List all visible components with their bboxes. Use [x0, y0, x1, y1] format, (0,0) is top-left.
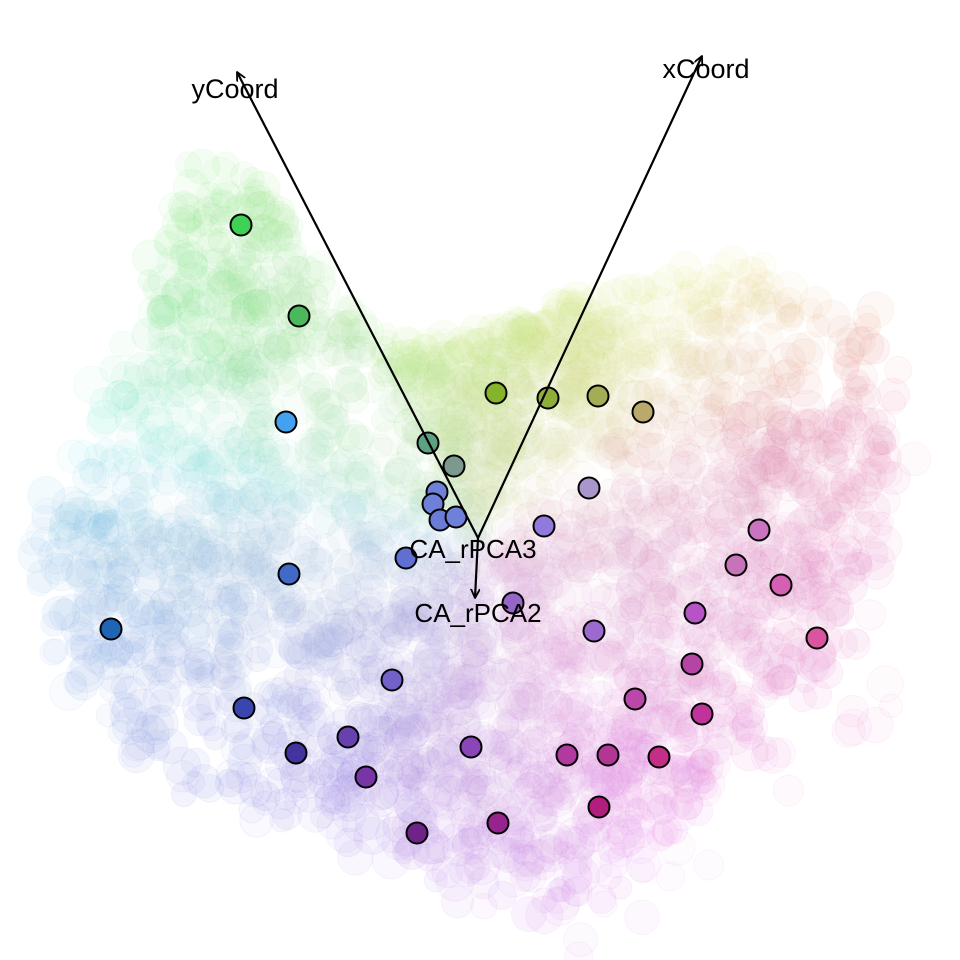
- data-point: [690, 702, 714, 726]
- loading-arrow-yCoord: [236, 72, 479, 539]
- data-point: [586, 384, 610, 408]
- data-point: [394, 546, 418, 570]
- loading-arrow-xCoord: [477, 56, 702, 539]
- data-point: [747, 518, 771, 542]
- axis-label-ca-rpca3: CA_rPCA3: [409, 534, 536, 564]
- data-point: [486, 811, 510, 835]
- data-point: [287, 304, 311, 328]
- data-point: [336, 725, 360, 749]
- background-cloud: [17, 148, 932, 960]
- data-point: [647, 745, 671, 769]
- data-point: [680, 652, 704, 676]
- data-point: [623, 687, 647, 711]
- data-point: [596, 743, 620, 767]
- data-point: [232, 696, 256, 720]
- axis-label-ca-rpca2: CA_rPCA2: [414, 598, 541, 628]
- data-point: [631, 400, 655, 424]
- data-point: [683, 601, 707, 625]
- data-point: [405, 821, 429, 845]
- data-point: [501, 591, 525, 615]
- data-point: [380, 668, 404, 692]
- data-point: [277, 562, 301, 586]
- loading-arrow-CA_rPCA2: [475, 537, 478, 598]
- axis-arrows: [236, 56, 702, 598]
- data-point: [284, 741, 308, 765]
- data-point: [459, 735, 483, 759]
- data-point: [354, 765, 378, 789]
- data-point: [442, 454, 466, 478]
- data-point: [587, 795, 611, 819]
- axis-label-xcoord: xCoord: [662, 54, 749, 84]
- data-point: [229, 213, 253, 237]
- data-point: [555, 743, 579, 767]
- data-point: [99, 617, 123, 641]
- data-point: [274, 410, 298, 434]
- data-point: [724, 553, 748, 577]
- data-point: [769, 573, 793, 597]
- data-point: [805, 626, 829, 650]
- data-point: [577, 476, 601, 500]
- axis-label-ycoord: yCoord: [191, 74, 278, 104]
- data-point: [582, 619, 606, 643]
- data-point: [532, 514, 556, 538]
- data-point: [484, 381, 508, 405]
- axis-labels: xCoord yCoord CA_rPCA2 CA_rPCA3: [191, 54, 749, 628]
